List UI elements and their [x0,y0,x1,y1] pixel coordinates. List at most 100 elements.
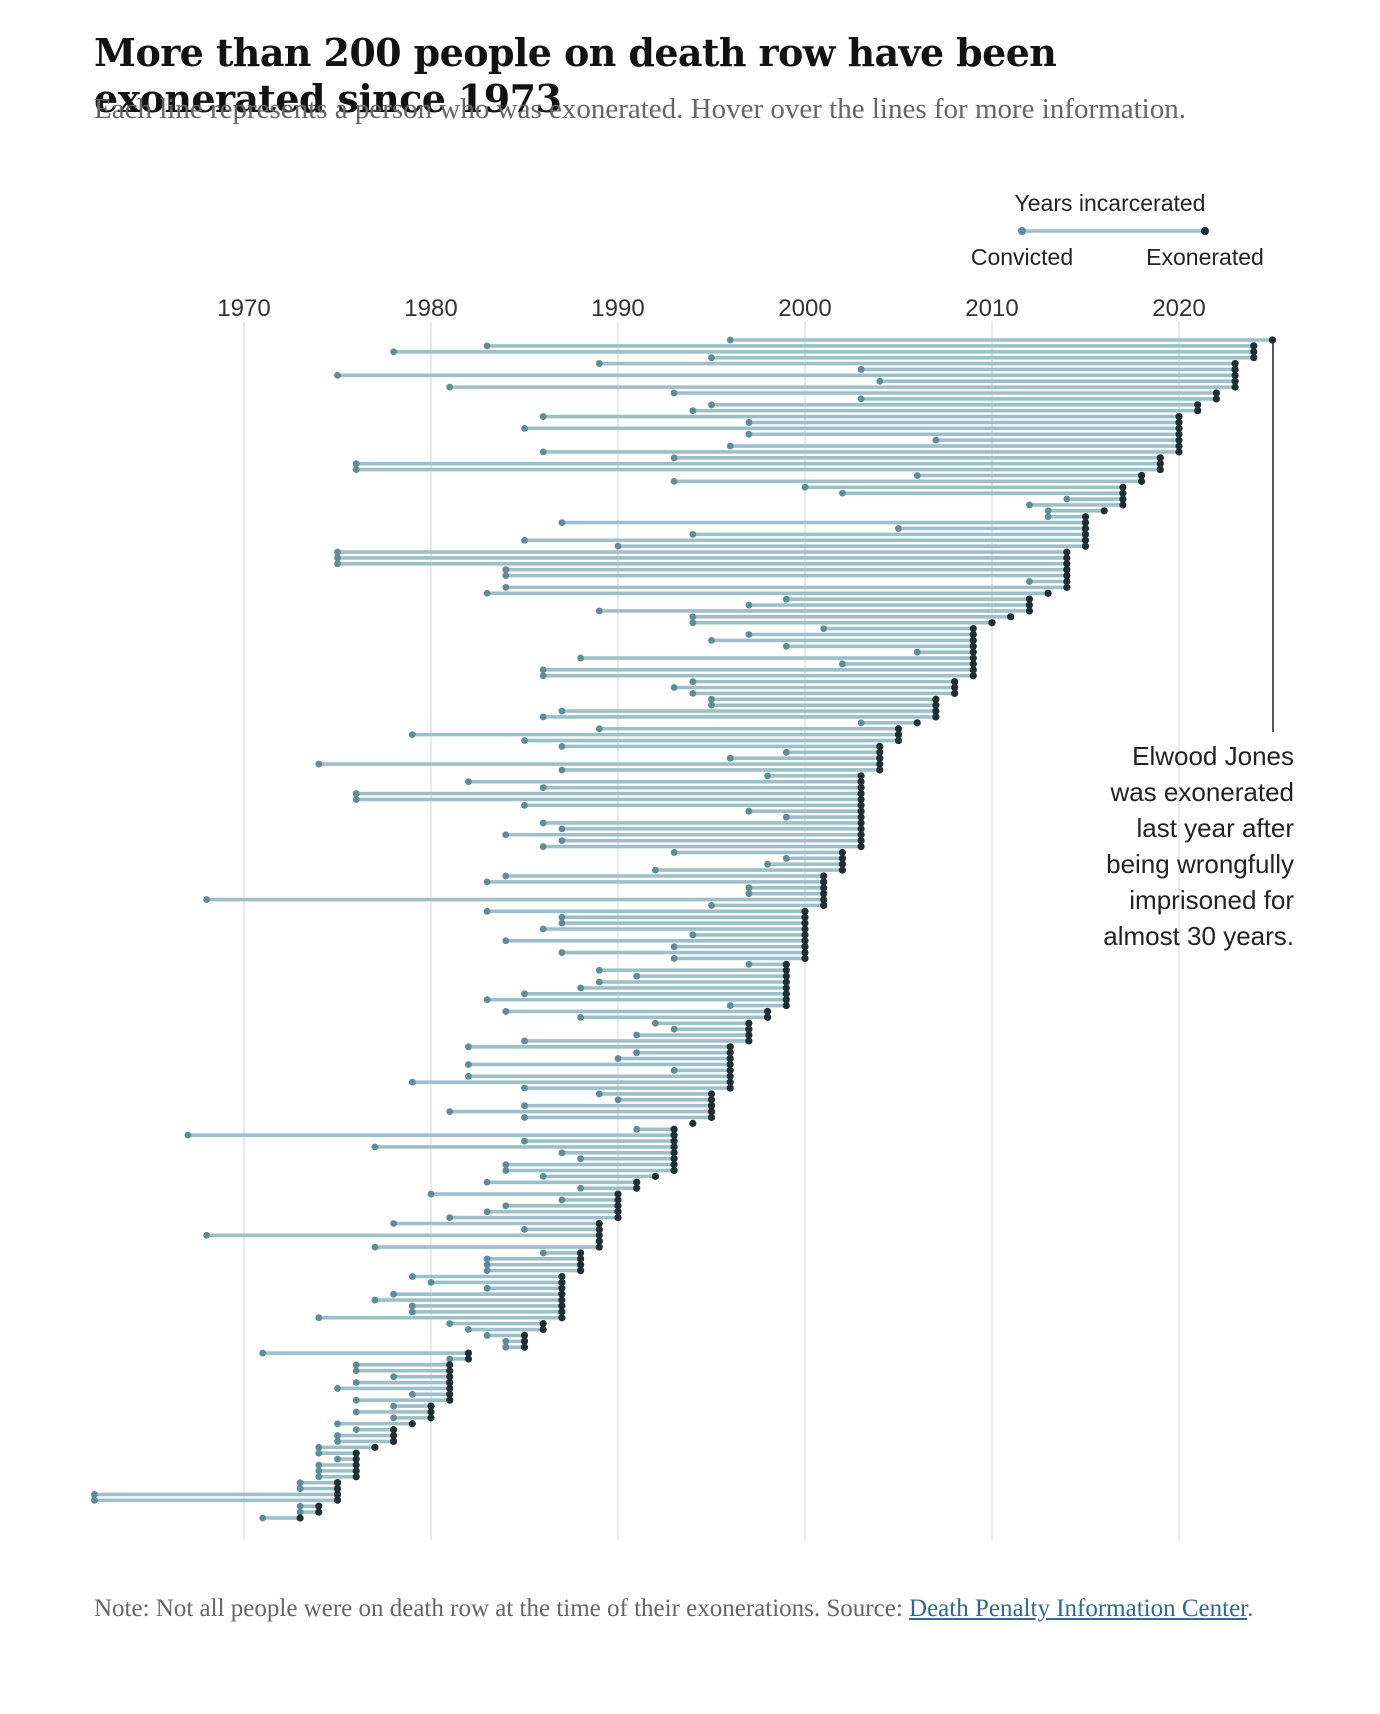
exoneree-line[interactable] [371,1243,603,1251]
exoneree-line[interactable] [483,342,1258,350]
exoneree-line[interactable] [427,1278,566,1286]
exoneree-line[interactable] [595,359,1239,368]
exoneree-line[interactable] [315,1443,379,1451]
exoneree-line[interactable] [296,1502,323,1510]
exoneree-line[interactable] [782,595,1033,603]
exoneree-line[interactable] [558,913,809,921]
exoneree-line[interactable] [521,1037,753,1045]
exoneree-line[interactable] [334,371,1239,379]
exoneree-line[interactable] [315,1449,360,1457]
exoneree-line[interactable] [334,1420,416,1428]
exoneree-line[interactable] [670,848,847,857]
exoneree-line[interactable] [577,984,790,992]
exoneree-line[interactable] [502,1161,678,1169]
exoneree-line[interactable] [483,1284,566,1292]
exoneree-line[interactable] [633,1125,678,1133]
exoneree-line[interactable] [708,636,977,644]
exoneree-line[interactable] [352,789,865,798]
exoneree-line[interactable] [446,1320,547,1328]
exoneree-line[interactable] [427,1190,622,1198]
exoneree-line[interactable] [689,407,1202,415]
exoneree-line[interactable] [539,1249,585,1257]
exoneree-line[interactable] [521,736,903,745]
exoneree-line[interactable] [483,1267,585,1275]
exoneree-line[interactable] [857,719,921,727]
exoneree-line[interactable] [932,436,1183,444]
exoneree-line[interactable] [595,966,790,974]
exoneree-line[interactable] [483,1331,529,1340]
exoneree-line[interactable] [446,1214,622,1222]
exoneree-line[interactable] [502,872,828,880]
exoneree-line[interactable] [689,530,1090,538]
exoneree-line[interactable] [652,1019,753,1027]
exoneree-line[interactable] [689,613,1015,621]
exoneree-line[interactable] [764,860,847,868]
exoneree-line[interactable] [352,460,1164,468]
exoneree-line[interactable] [483,996,790,1004]
exoneree-line[interactable] [483,878,828,886]
exoneree-line[interactable] [446,383,1239,391]
exoneree-line[interactable] [577,1184,641,1192]
exoneree-line[interactable] [521,1113,716,1122]
exoneree-line[interactable] [577,1013,772,1021]
exoneree-line[interactable] [465,1325,547,1334]
exoneree-line[interactable] [839,489,1127,497]
exoneree-line[interactable] [633,1049,734,1057]
exoneree-line[interactable] [820,625,977,633]
exoneree-line[interactable] [764,772,865,780]
exoneree-line[interactable] [521,536,1090,544]
exoneree-line[interactable] [782,748,884,756]
exoneree-line[interactable] [876,377,1239,385]
exoneree-line[interactable] [595,1237,603,1245]
exoneree-line[interactable] [334,1384,454,1393]
exoneree-line[interactable] [708,354,1258,362]
exoneree-line[interactable] [446,1107,716,1116]
exoneree-line[interactable] [296,1508,323,1516]
exoneree-line[interactable] [558,742,884,751]
exoneree-line[interactable] [352,1378,454,1387]
exoneree-line[interactable] [390,348,1258,356]
exoneree-line[interactable] [652,866,847,874]
exoneree-line[interactable] [352,795,865,804]
exoneree-line[interactable] [577,654,977,662]
exoneree-line[interactable] [334,1431,398,1440]
exoneree-line[interactable] [521,424,1183,432]
exoneree-line[interactable] [315,1467,360,1475]
exoneree-line[interactable] [390,1414,435,1422]
exoneree-line[interactable] [465,778,865,786]
exoneree-line[interactable] [708,695,940,703]
exoneree-line[interactable] [334,560,1071,568]
exoneree-line[interactable] [334,1455,360,1463]
exoneree-line[interactable] [502,831,865,839]
exoneree-line[interactable] [408,1272,566,1281]
exoneree-line[interactable] [558,919,809,927]
exoneree-line[interactable] [91,1496,342,1504]
exoneree-line[interactable] [558,707,940,715]
exoneree-line[interactable] [614,1096,716,1104]
exoneree-line[interactable] [390,1219,603,1228]
exoneree-line[interactable] [689,678,959,686]
exoneree-line[interactable] [1063,495,1127,503]
exoneree-line[interactable] [465,1043,734,1051]
exoneree-line[interactable] [839,660,977,668]
exoneree-line[interactable] [689,1119,697,1127]
exoneree-line[interactable] [352,1367,454,1375]
exoneree-line[interactable] [595,725,903,733]
exoneree-line[interactable] [390,1290,566,1298]
exoneree-line[interactable] [558,837,865,845]
exoneree-line[interactable] [465,1060,734,1069]
exoneree-line[interactable] [708,401,1202,409]
exoneree-line[interactable] [502,583,1071,591]
exoneree-line[interactable] [726,336,1277,344]
exoneree-line[interactable] [745,890,828,898]
exoneration-lines[interactable] [91,336,1277,1522]
exoneree-line[interactable] [465,1072,734,1080]
exoneree-line[interactable] [670,1066,734,1074]
exoneree-line[interactable] [184,1131,678,1139]
exoneree-line[interactable] [595,607,1033,615]
exoneree-line[interactable] [502,566,1071,574]
exoneree-line[interactable] [502,1343,529,1351]
exoneree-line[interactable] [521,1084,734,1092]
exoneree-line[interactable] [203,895,828,904]
